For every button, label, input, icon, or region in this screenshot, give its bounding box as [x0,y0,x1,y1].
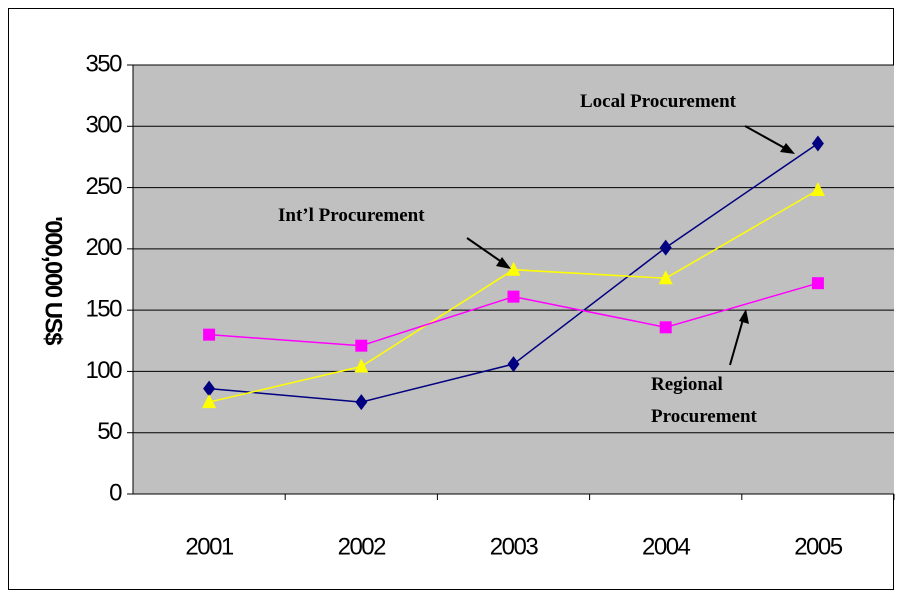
y-axis-label: '000,000 US$ [40,216,67,346]
marker [355,339,368,352]
marker [507,290,520,303]
x-tick-label: 2004 [642,533,691,560]
annotation-arrow [466,237,507,266]
marker [202,394,217,409]
annotation: Procurement [651,406,758,427]
marker [659,239,672,256]
marker [203,328,216,341]
y-tick-label: 200 [85,234,122,261]
y-tick-label: 300 [85,112,122,139]
marker [810,182,825,197]
marker [506,261,521,276]
y-tick-label: 0 [109,479,122,506]
arrow-head [780,143,795,154]
plot-area [133,65,894,494]
marker [355,394,368,411]
y-tick-label: 250 [85,173,122,200]
annotation: Regional [651,374,723,395]
series [202,135,825,411]
x-tick-label: 2005 [794,533,843,560]
marker [658,270,673,285]
marker [507,356,520,373]
y-tick-label: 100 [85,357,122,384]
annotation-arrow [729,315,745,366]
marker [811,135,824,152]
x-tick-label: 2001 [185,533,234,560]
annotation: Local Procurement [580,91,737,112]
y-tick-label: 350 [85,50,122,77]
marker [203,380,216,397]
annotation: Int’l Procurement [278,205,425,226]
marker [659,321,672,334]
marker [354,358,369,373]
annotation-arrow [744,125,791,152]
x-tick-label: 2002 [338,533,387,560]
y-tick-label: 150 [85,295,122,322]
x-tick-label: 2003 [490,533,539,560]
arrow-head [739,309,749,324]
marker [811,277,824,290]
arrow-head [496,257,511,269]
y-tick-label: 50 [97,418,122,445]
